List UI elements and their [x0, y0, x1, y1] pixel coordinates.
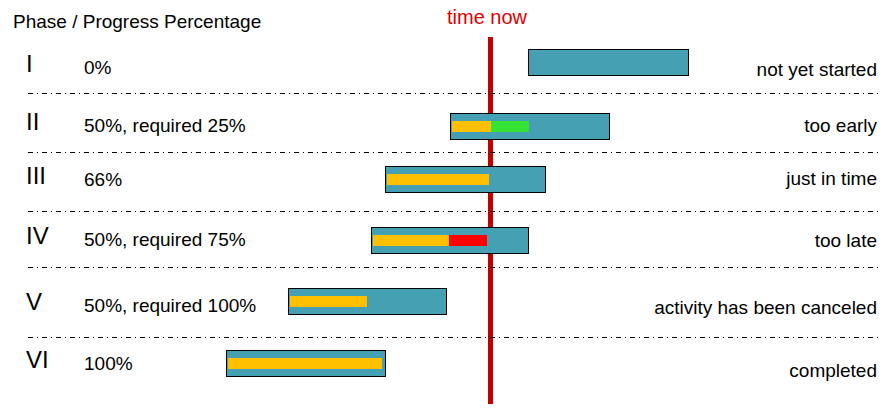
- time-now-label: time now: [447, 5, 527, 29]
- phase-progress-label: 50%, required 25%: [84, 114, 246, 137]
- phase-status-label: too late: [815, 229, 877, 252]
- phase-numeral: I: [26, 52, 33, 76]
- progress-segment-progress: [387, 174, 489, 185]
- phase-progress-label: 0%: [84, 56, 111, 79]
- phase-bar: [528, 49, 689, 76]
- phase-progress-label: 66%: [84, 168, 122, 191]
- progress-segment-ahead: [491, 121, 530, 132]
- progress-segment-progress: [373, 235, 449, 246]
- phase-status-label: completed: [789, 359, 877, 382]
- chart-title: Phase / Progress Percentage: [13, 10, 261, 33]
- phase-progress-label: 50%, required 100%: [84, 294, 256, 317]
- phase-bar: [371, 227, 529, 254]
- phase-bar: [288, 288, 447, 315]
- progress-segment-progress: [290, 296, 367, 307]
- phase-status-label: not yet started: [757, 58, 877, 81]
- phase-numeral: V: [26, 290, 42, 314]
- row-separator: [28, 337, 878, 338]
- progress-segment-behind: [449, 235, 487, 246]
- phase-numeral: IV: [26, 224, 49, 248]
- phase-numeral: II: [26, 110, 39, 134]
- progress-segment-progress: [452, 121, 491, 132]
- row-separator: [28, 211, 878, 212]
- phase-numeral: III: [26, 164, 46, 188]
- row-separator: [28, 267, 878, 268]
- phase-bar: [450, 113, 610, 140]
- row-separator: [28, 152, 878, 153]
- phase-numeral: VI: [26, 348, 49, 372]
- phase-bar: [226, 350, 386, 377]
- phase-bar: [385, 166, 546, 193]
- progress-segment-progress: [228, 358, 382, 369]
- row-separator: [28, 93, 878, 94]
- progress-gantt-chart: Phase / Progress Percentage time now I 0…: [0, 0, 895, 409]
- phase-status-label: activity has been canceled: [654, 296, 877, 319]
- phase-status-label: just in time: [786, 167, 877, 190]
- phase-progress-label: 100%: [84, 352, 133, 375]
- phase-status-label: too early: [804, 114, 877, 137]
- phase-progress-label: 50%, required 75%: [84, 228, 246, 251]
